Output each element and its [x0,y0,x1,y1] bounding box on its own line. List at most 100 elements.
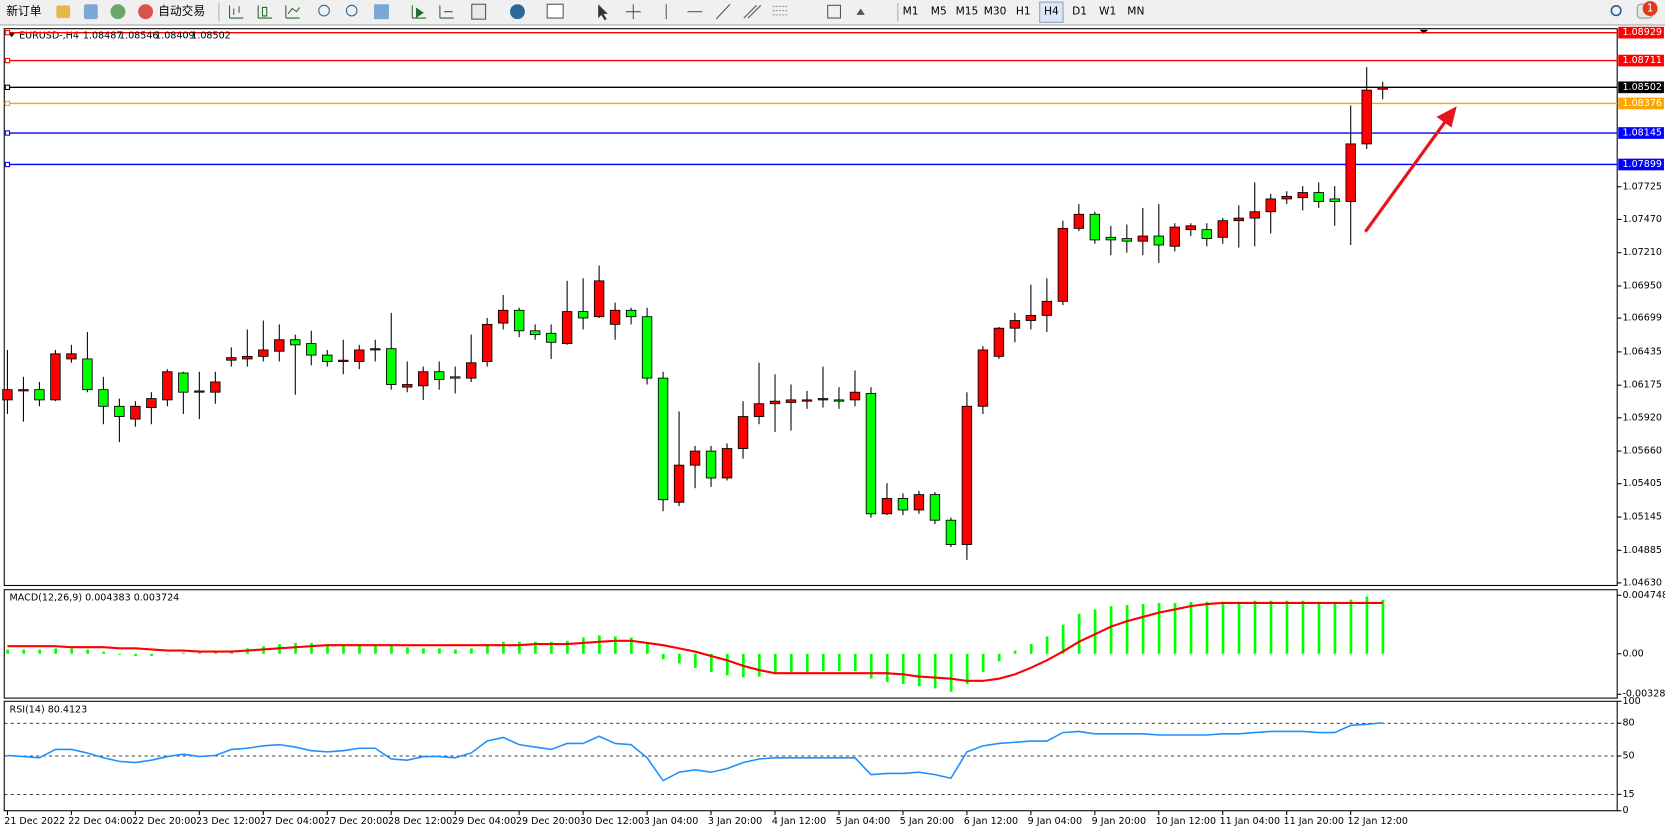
candle-body [577,311,589,319]
candle-body [641,316,653,379]
timeframe-button[interactable]: D1 [1072,5,1087,18]
x-tick-label: 23 Dec 12:00 [196,816,260,827]
candle-body [1217,220,1228,238]
candle-body [593,280,605,318]
timeframe-button[interactable]: M1 [903,5,919,18]
candle-body [705,450,717,479]
macd-pane [3,589,1618,699]
x-tick-label: 5 Jan 20:00 [900,816,954,827]
candle-body [1137,235,1149,242]
candle-body [465,362,477,379]
toolbar-icon[interactable] [510,4,525,20]
toolbar-icon[interactable] [228,5,244,19]
toolbar-icon[interactable] [285,5,301,19]
candle-body [1121,238,1133,242]
macd-bar [1269,600,1273,654]
x-tick-label: 11 Jan 20:00 [1284,816,1344,827]
toolbar-icon[interactable] [138,4,154,20]
search-button[interactable] [1610,5,1622,17]
toolbar-group: 新订单 自动交易 1 [6,1,1658,22]
toolbar-icon[interactable] [471,3,487,20]
x-tick-label: 29 Dec 04:00 [452,816,516,827]
macd-bar [678,653,681,664]
x-tick-label: 28 Dec 12:00 [388,816,452,827]
candle-body [322,354,333,362]
level-handle [4,100,11,107]
level-label: 1.08502 [1622,82,1661,93]
candle-body [1105,236,1117,241]
toolbar-icon[interactable] [546,3,564,19]
trendline-tool[interactable] [715,3,731,20]
toolbar-icon[interactable] [56,5,71,19]
macd-bar [326,644,329,654]
timeframe-button[interactable]: H1 [1016,5,1031,18]
macd-bar [1125,605,1129,654]
toolbar-icon[interactable] [411,5,427,19]
timeframe-button[interactable]: M15 [956,5,979,18]
x-tick-label: 22 Dec 04:00 [68,816,132,827]
macd-bar [1141,604,1145,654]
timeframe-button[interactable]: H4 [1044,5,1059,18]
candle-body [993,327,1005,357]
macd-bar [1253,600,1257,654]
y-tick-label: 1.06699 [1622,313,1661,324]
candle-body [1377,86,1388,90]
level-label: 1.08929 [1622,27,1661,38]
macd-bar [837,653,841,672]
timeframe-button[interactable]: M30 [984,5,1007,18]
timeframe-button[interactable]: MN [1127,5,1144,18]
macd-bar [949,653,953,692]
rsi-title: RSI(14) 80.4123 [10,704,88,715]
toolbar-icon[interactable] [110,4,126,20]
macd-bar [757,653,761,677]
toolbar-icon[interactable] [439,5,454,19]
macd-bar [438,648,441,654]
crosshair-tool[interactable] [625,4,641,20]
ohlc-value: 1.08546 [119,31,158,42]
macd-bar [342,644,345,654]
fibo-tool[interactable] [772,5,788,16]
y-tick-label: 0.00 [1622,648,1643,659]
toolbar-icon[interactable] [345,4,358,17]
annotation-arrow [1364,106,1457,233]
macd-bar [502,641,505,654]
toolbar-icon[interactable] [374,4,389,20]
new-order-button[interactable]: 新订单 [6,4,41,18]
cursor-tool[interactable] [598,4,608,21]
label-tool[interactable] [827,4,842,19]
candle-body [242,355,253,360]
candle-body [1057,227,1069,302]
candle-body [849,391,861,401]
x-tick-label: 27 Dec 04:00 [260,816,324,827]
candle-body [418,371,429,387]
candle-body [258,349,269,357]
toolbar-icon[interactable] [257,5,273,19]
candle-body [34,389,45,401]
candle-body [194,390,205,393]
macd-bar [598,635,601,654]
candle-body [625,309,637,318]
toolbar-icon[interactable] [83,4,98,20]
macd-title: MACD(12,26,9) 0.004383 0.003724 [10,593,180,604]
y-tick-label: 0 [1622,805,1628,816]
timeframe-button[interactable]: M5 [931,5,947,18]
macd-bar [1029,644,1033,654]
channel-tool[interactable] [743,4,762,19]
candle-body [274,339,285,352]
candle-body [929,494,941,521]
ohlc-value: 1.08487 [83,31,122,42]
timeframe-button[interactable]: W1 [1099,5,1116,18]
candle-body [945,519,957,545]
toolbar [0,0,1665,26]
candle-body [769,400,781,405]
candle-body [817,398,829,401]
shift-marker [1419,29,1429,35]
macd-bar [534,641,537,654]
shapes-tool[interactable] [856,8,865,15]
level-label: 1.08145 [1622,128,1661,139]
macd-bar [454,649,457,654]
toolbar-icon[interactable] [318,4,330,17]
candle-body [801,399,813,402]
auto-trading-button[interactable]: 自动交易 [158,4,205,18]
macd-bar [422,648,425,654]
